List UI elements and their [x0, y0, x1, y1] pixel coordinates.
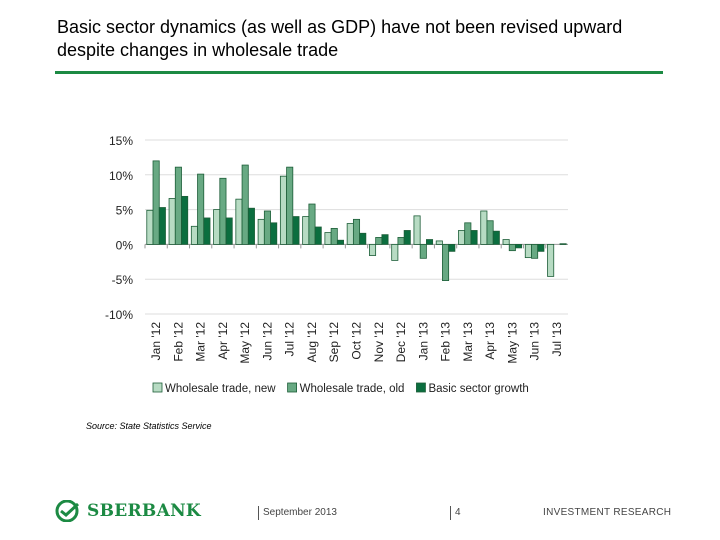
bar-wholesale-trade-old [464, 222, 472, 245]
legend-label: Wholesale trade, new [165, 383, 276, 395]
bar-wholesale-trade-new [524, 243, 532, 259]
bar-basic-sector-growth [403, 230, 411, 245]
bar-wholesale-trade-new [257, 218, 265, 245]
bar-basic-sector-growth [225, 217, 233, 245]
bar-basic-sector-growth [359, 232, 367, 245]
bar-wholesale-trade-new [279, 175, 287, 245]
bar-wholesale-trade-old [419, 243, 427, 259]
x-tick-label: Apr '13 [483, 322, 497, 360]
footer-section: INVESTMENT RESEARCH [543, 507, 672, 518]
bar-basic-sector-growth [381, 234, 389, 245]
bar-basic-sector-growth [314, 226, 322, 245]
bar-wholesale-trade-new [190, 225, 198, 245]
bar-wholesale-trade-old [508, 243, 516, 252]
bar-wholesale-trade-old [330, 227, 338, 245]
slide-title: Basic sector dynamics (as well as GDP) h… [57, 17, 623, 60]
bar-basic-sector-growth [492, 230, 500, 245]
bar-wholesale-trade-old [197, 173, 205, 245]
x-tick-label: Dec '12 [394, 322, 408, 363]
y-tick-label: 15% [109, 134, 133, 148]
legend-swatch [152, 382, 163, 393]
bar-basic-sector-growth [270, 222, 278, 245]
bar-wholesale-trade-old [219, 177, 227, 245]
x-tick-label: May '13 [505, 322, 519, 364]
x-tick-label: Apr '12 [216, 322, 230, 360]
bar-chart: 15% 10% 5% 0% -5% -10% Jan '12 Feb '12 Mar '12 Ap… [105, 134, 568, 395]
legend-swatch [287, 382, 297, 393]
x-tick-label: Jun '12 [260, 322, 274, 361]
x-tick-label: Jul '12 [283, 322, 297, 357]
page-number: 4 [450, 506, 461, 520]
bar-wholesale-trade-old [241, 164, 249, 245]
bar-wholesale-trade-new [413, 215, 421, 245]
sberbank-logo-icon [55, 500, 80, 522]
x-tick-label: Jan '13 [416, 322, 430, 361]
bar-wholesale-trade-new [502, 239, 510, 245]
bar-wholesale-trade-old [397, 237, 405, 245]
bar-wholesale-trade-old [152, 160, 160, 245]
bar-wholesale-trade-new [480, 210, 488, 245]
bar-wholesale-trade-new [391, 243, 399, 261]
bar-wholesale-trade-old [174, 166, 182, 245]
title-rule [55, 71, 663, 74]
bar-basic-sector-growth [559, 243, 567, 245]
x-tick-label: Aug '12 [305, 322, 319, 363]
bar-wholesale-trade-old [308, 203, 316, 245]
legend-label: Wholesale trade, old [300, 383, 405, 395]
bar-wholesale-trade-old [352, 218, 361, 245]
bar-basic-sector-growth [336, 239, 344, 245]
footer-date: September 2013 [258, 506, 337, 520]
x-tick-label: Oct '12 [350, 322, 364, 360]
bar-wholesale-trade-new [168, 198, 176, 245]
bar-wholesale-trade-new [302, 216, 310, 245]
bar-basic-sector-growth [292, 216, 300, 245]
bar-basic-sector-growth [470, 230, 478, 245]
bar-wholesale-trade-new [458, 230, 466, 245]
bar-wholesale-trade-new [346, 223, 354, 245]
bar-basic-sector-growth [537, 243, 545, 252]
x-tick-label: Mar '12 [194, 322, 208, 362]
bar-wholesale-trade-new [324, 232, 332, 245]
y-tick-label: -10% [105, 308, 133, 322]
x-tick-label: Feb '12 [171, 322, 185, 362]
bar-basic-sector-growth [515, 243, 523, 249]
bar-wholesale-trade-new [146, 209, 154, 245]
source-note: Source: State Statistics Service [86, 421, 212, 431]
x-tick-label: May '12 [238, 322, 252, 364]
bar-wholesale-trade-new [547, 243, 555, 277]
bar-basic-sector-growth [247, 207, 255, 245]
sberbank-logo: SBERBANK [55, 500, 201, 522]
bar-wholesale-trade-old [531, 243, 539, 259]
legend-swatch [416, 382, 426, 393]
bar-basic-sector-growth [158, 207, 166, 245]
legend-label: Basic sector growth [428, 383, 528, 395]
x-tick-label: Jul '13 [550, 322, 564, 357]
x-tick-label: Jan '12 [149, 322, 163, 361]
bar-wholesale-trade-new [369, 243, 377, 256]
bar-basic-sector-growth [203, 217, 211, 245]
bar-basic-sector-growth [181, 195, 189, 245]
bar-wholesale-trade-new [435, 240, 443, 245]
bar-wholesale-trade-old [442, 243, 450, 281]
bar-wholesale-trade-old [486, 220, 494, 245]
bar-wholesale-trade-old [375, 237, 383, 245]
bar-wholesale-trade-new [235, 198, 243, 245]
x-tick-label: Mar '13 [461, 322, 475, 362]
bar-basic-sector-growth [426, 239, 434, 245]
x-tick-label: Nov '12 [372, 322, 386, 363]
y-tick-label: 0% [116, 238, 134, 252]
bar-basic-sector-growth [448, 243, 456, 252]
bar-wholesale-trade-old [263, 210, 271, 245]
x-tick-label: Feb '13 [439, 322, 453, 362]
bar-wholesale-trade-old [286, 166, 294, 245]
x-tick-label: Jun '13 [528, 322, 542, 361]
bar-wholesale-trade-new [213, 209, 221, 245]
logo-text: SBERBANK [87, 501, 202, 521]
y-tick-label: 10% [109, 169, 133, 183]
y-tick-label: 5% [116, 204, 134, 218]
y-tick-label: -5% [112, 273, 134, 287]
x-tick-label: Sep '12 [327, 322, 341, 363]
